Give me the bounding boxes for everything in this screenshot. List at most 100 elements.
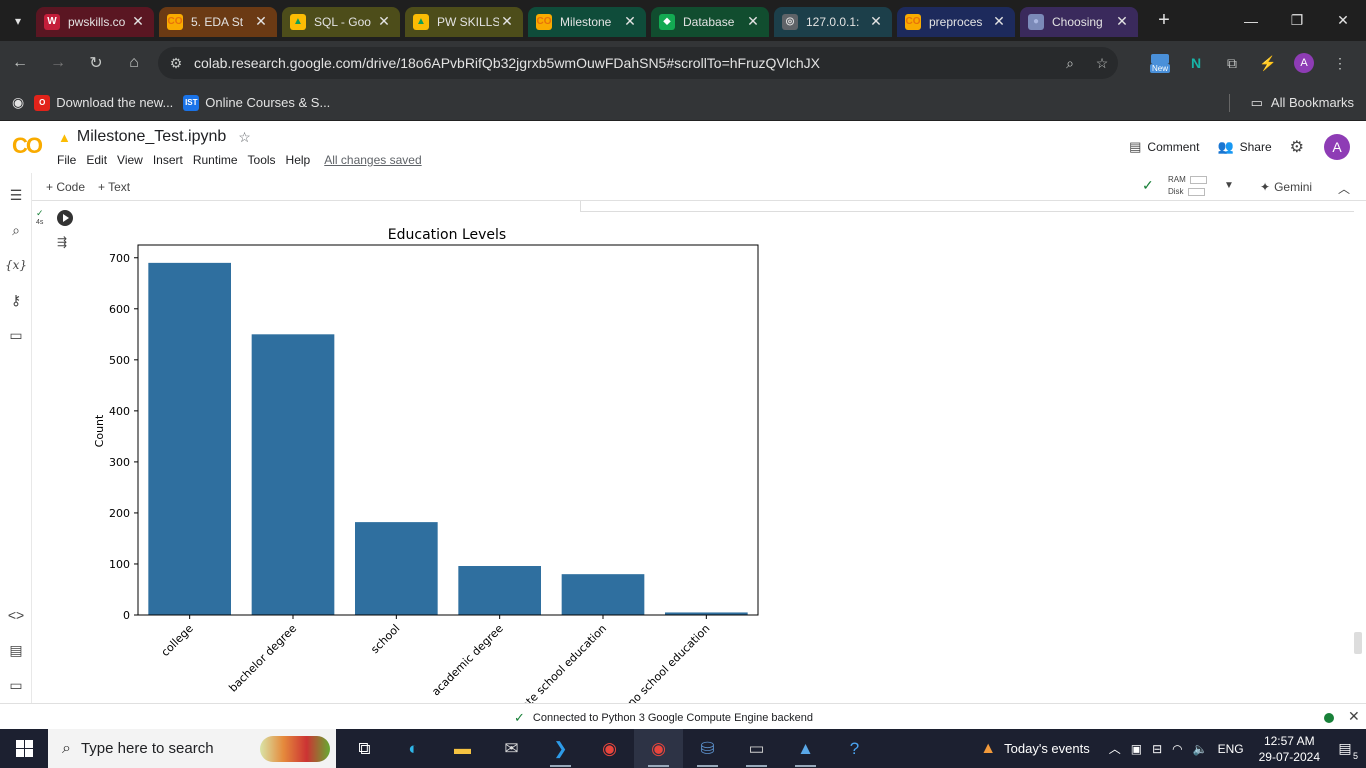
browser-tab[interactable]: CO 5. EDA St ✕ bbox=[159, 6, 277, 37]
profile-avatar[interactable]: A bbox=[1294, 53, 1314, 73]
minimize-button[interactable]: — bbox=[1244, 12, 1258, 29]
terminal-icon[interactable]: ▭ bbox=[9, 676, 23, 693]
browser-tab[interactable]: ⬥ Database ✕ bbox=[651, 6, 769, 37]
language-indicator[interactable]: ENG bbox=[1217, 741, 1244, 756]
add-text-button[interactable]: + Text bbox=[98, 180, 131, 194]
extensions-puzzle-icon[interactable]: ⧉ bbox=[1227, 54, 1237, 71]
bookmark-item[interactable]: IST Online Courses & S... bbox=[183, 94, 330, 111]
all-bookmarks-button[interactable]: ▭ All Bookmarks bbox=[1251, 95, 1354, 111]
secrets-key-icon[interactable]: ⚷ bbox=[10, 291, 22, 308]
command-palette-icon[interactable]: ▤ bbox=[9, 641, 23, 658]
browser-tab[interactable]: CO Milestone ✕ bbox=[528, 6, 646, 37]
chrome-profile-icon[interactable]: ◉ bbox=[634, 729, 683, 768]
device-icon[interactable]: ⊟ bbox=[1152, 741, 1163, 756]
clock[interactable]: 12:57 AM 29-07-2024 bbox=[1259, 733, 1320, 765]
chrome-icon[interactable]: ◉ bbox=[602, 738, 617, 758]
reload-button[interactable]: ↻ bbox=[89, 55, 103, 72]
menu-item-edit[interactable]: Edit bbox=[86, 153, 108, 167]
volume-icon[interactable]: 🔈 bbox=[1192, 741, 1208, 756]
maximize-button[interactable]: ❐ bbox=[1290, 12, 1304, 28]
runtime-dropdown-icon[interactable]: ▼ bbox=[1224, 180, 1234, 191]
browser-tab[interactable]: ▲ PW SKILLS ✕ bbox=[405, 6, 523, 37]
comment-button[interactable]: ▤ Comment bbox=[1129, 139, 1199, 155]
menu-item-insert[interactable]: Insert bbox=[152, 153, 183, 167]
collapse-header-icon[interactable]: ︿ bbox=[1338, 182, 1351, 196]
files-folder-icon[interactable]: ▭ bbox=[9, 326, 23, 343]
browser-tab[interactable]: CO preproces ✕ bbox=[897, 6, 1015, 37]
tab-close-icon[interactable]: ✕ bbox=[132, 13, 144, 29]
notification-center-icon[interactable]: ▤ 5 bbox=[1338, 740, 1358, 761]
browser-tab[interactable]: ● Choosing ✕ bbox=[1020, 6, 1138, 37]
resource-monitor[interactable]: RAM Disk bbox=[1168, 174, 1207, 198]
close-status-icon[interactable]: ✕ bbox=[1348, 708, 1360, 724]
scrollbar-thumb[interactable] bbox=[1354, 632, 1362, 654]
tab-close-icon[interactable]: ✕ bbox=[993, 13, 1005, 29]
code-snippets-icon[interactable]: <> bbox=[7, 607, 25, 623]
wifi-icon[interactable]: ◠ bbox=[1172, 741, 1183, 756]
settings-button[interactable]: ⚙ bbox=[1290, 137, 1310, 157]
menu-item-file[interactable]: File bbox=[57, 153, 77, 167]
bookmark-star-icon[interactable]: ☆ bbox=[1095, 54, 1109, 71]
photos-icon[interactable]: ▲ bbox=[781, 729, 830, 768]
comment-label: Comment bbox=[1147, 140, 1200, 154]
add-code-button[interactable]: + Code bbox=[46, 180, 86, 194]
site-info-icon[interactable]: ⚙ bbox=[169, 54, 183, 71]
table-of-contents-icon[interactable]: ☰ bbox=[9, 186, 23, 203]
chrome-new-icon[interactable]: New bbox=[1142, 53, 1178, 73]
browser-tab[interactable]: ◎ 127.0.0.1: ✕ bbox=[774, 6, 892, 37]
meet-now-icon[interactable]: ▣ bbox=[1130, 741, 1143, 756]
search-icon[interactable]: ⌕ bbox=[12, 221, 20, 238]
browser-menu-icon[interactable]: ⋮ bbox=[1333, 54, 1347, 71]
new-tab-button[interactable]: + bbox=[1158, 9, 1170, 31]
tab-close-icon[interactable]: ✕ bbox=[501, 13, 513, 29]
edge-browser-icon[interactable]: ◐ bbox=[408, 738, 419, 758]
tab-search-button[interactable]: ▾ bbox=[14, 13, 22, 28]
output-actions-icon[interactable]: ⇶ bbox=[57, 235, 68, 249]
colab-logo[interactable]: CO bbox=[12, 133, 43, 158]
menu-item-view[interactable]: View bbox=[117, 153, 143, 167]
y-tick-label: 600 bbox=[109, 303, 130, 316]
file-explorer-icon[interactable]: ▬ bbox=[454, 738, 471, 758]
url-text[interactable]: colab.research.google.com/drive/18o6APvb… bbox=[194, 55, 821, 71]
ram-bar bbox=[1189, 175, 1207, 184]
star-icon[interactable]: ☆ bbox=[238, 128, 251, 145]
windows-start-icon[interactable] bbox=[16, 740, 33, 757]
home-button[interactable]: ⌂ bbox=[129, 54, 139, 71]
help-icon[interactable]: ? bbox=[849, 738, 860, 758]
forward-button[interactable]: → bbox=[50, 54, 66, 71]
tab-close-icon[interactable]: ✕ bbox=[378, 13, 390, 29]
address-bar[interactable]: ⚙ colab.research.google.com/drive/18o6AP… bbox=[158, 47, 1118, 79]
menu-item-help[interactable]: Help bbox=[285, 153, 311, 167]
save-status-link[interactable]: All changes saved bbox=[324, 153, 422, 167]
bookmark-item[interactable]: O Download the new... bbox=[34, 94, 173, 111]
share-button[interactable]: 👥 Share bbox=[1217, 139, 1271, 155]
tab-close-icon[interactable]: ✕ bbox=[1116, 13, 1128, 29]
task-view-icon[interactable]: ⧉ bbox=[358, 738, 371, 758]
mail-icon[interactable]: ✉ bbox=[504, 738, 519, 758]
tab-close-icon[interactable]: ✕ bbox=[870, 13, 882, 29]
todays-events-widget[interactable]: ▲ Today's events bbox=[980, 740, 1089, 758]
zoom-search-icon[interactable]: ⌕ bbox=[1066, 54, 1074, 71]
back-button[interactable]: ← bbox=[12, 54, 28, 71]
close-window-button[interactable]: ✕ bbox=[1337, 12, 1349, 28]
user-avatar[interactable]: A bbox=[1324, 134, 1350, 160]
vscode-icon[interactable]: ❯ bbox=[536, 729, 585, 768]
notebook-title[interactable]: Milestone_Test.ipynb bbox=[76, 128, 227, 145]
tab-close-icon[interactable]: ✕ bbox=[747, 13, 759, 29]
show-hidden-icons-icon[interactable]: ︿ bbox=[1108, 742, 1121, 756]
taskbar-search-box[interactable]: ⌕ Type here to search bbox=[48, 729, 336, 768]
menu-item-runtime[interactable]: Runtime bbox=[192, 153, 238, 167]
variables-icon[interactable]: {x} bbox=[4, 258, 28, 272]
apps-globe-icon[interactable]: ◉ bbox=[12, 94, 25, 110]
terminal-icon[interactable]: ▭ bbox=[732, 729, 781, 768]
run-cell-button[interactable] bbox=[57, 210, 73, 226]
browser-tab[interactable]: ▲ SQL - Goo ✕ bbox=[282, 6, 400, 37]
menu-item-tools[interactable]: Tools bbox=[247, 153, 276, 167]
performance-icon[interactable]: ⚡ bbox=[1259, 54, 1277, 71]
notion-extension-icon[interactable]: N bbox=[1190, 55, 1202, 71]
tab-close-icon[interactable]: ✕ bbox=[255, 13, 267, 29]
gemini-button[interactable]: ✦ Gemini bbox=[1260, 180, 1312, 194]
mysql-workbench-icon[interactable]: ⛁ bbox=[683, 729, 732, 768]
tab-close-icon[interactable]: ✕ bbox=[624, 13, 636, 29]
